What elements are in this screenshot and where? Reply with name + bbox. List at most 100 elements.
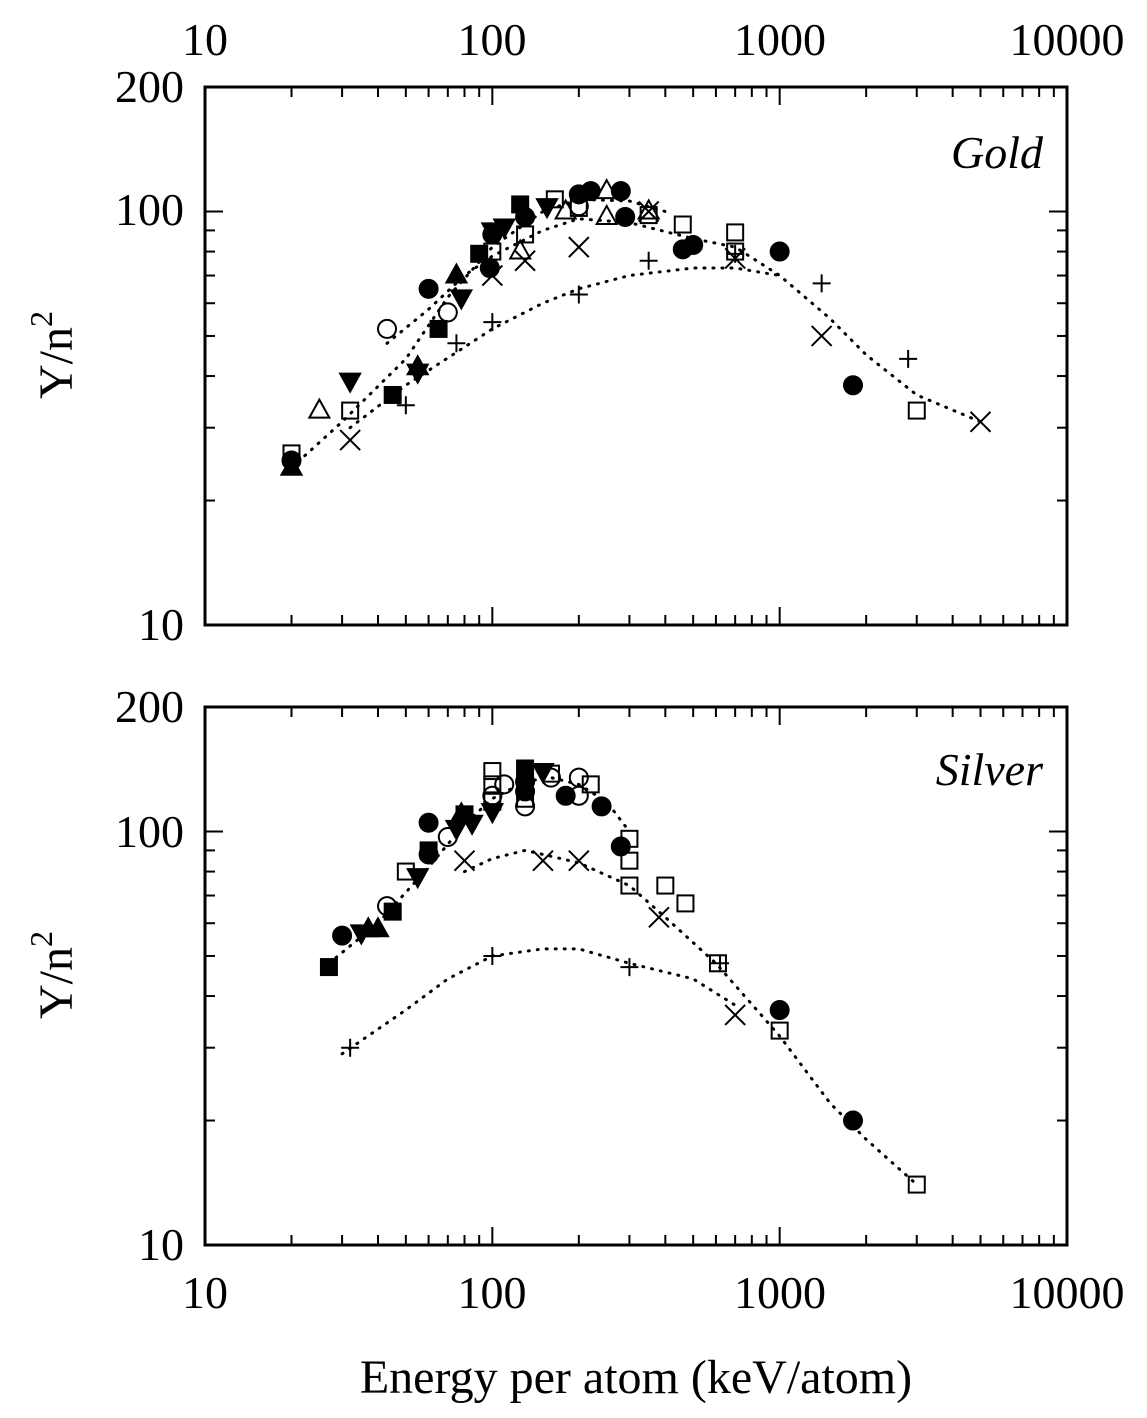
gold-point-open-triangle-up <box>594 203 619 225</box>
gold-y-tick-label: 200 <box>115 61 184 112</box>
silver-point-cross <box>568 849 590 872</box>
silver-point-cross <box>453 849 476 872</box>
gold-point-open-square <box>516 225 535 244</box>
silver-point-filled-square <box>383 902 402 921</box>
gold-point-filled-triangle-down <box>535 198 559 220</box>
gold-point-filled-triangle-down <box>338 372 362 394</box>
top-x-tick-label: 10 <box>182 14 228 65</box>
top-x-tick-label: 10000 <box>1010 14 1125 65</box>
gold-point-filled-triangle-down <box>449 289 474 311</box>
gold-point-filled-triangle-up <box>279 454 304 476</box>
gold-point-filled-triangle-down <box>492 218 516 240</box>
silver-point-open-square <box>907 1175 926 1194</box>
bottom-x-tick-label: 1000 <box>734 1267 826 1318</box>
gold-fit-curve <box>348 266 782 430</box>
top-x-tick-label: 100 <box>458 14 527 65</box>
silver-point-plus <box>483 946 502 965</box>
gold-point-filled-circle <box>615 206 636 227</box>
gold-point-cross <box>810 325 833 347</box>
silver-point-filled-square <box>419 841 438 860</box>
gold-axes-box <box>203 85 1069 627</box>
gold-point-open-square <box>907 401 926 420</box>
silver-point-filled-circle <box>591 796 612 817</box>
gold-point-open-triangle-up <box>307 397 332 419</box>
silver-point-open-square <box>620 876 639 895</box>
silver-axes-box <box>203 705 1069 1247</box>
silver-point-open-square <box>483 762 502 781</box>
gold-y-axis-title: Y/n2 <box>23 311 83 399</box>
gold-point-filled-circle <box>769 241 790 262</box>
bottom-x-tick-label: 10000 <box>1010 1267 1125 1318</box>
gold-point-open-triangle-up <box>553 198 578 220</box>
silver-point-filled-triangle-down <box>531 763 555 785</box>
gold-fit-curve <box>385 217 982 424</box>
gold-point-open-square <box>483 242 502 261</box>
gold-y-tick-label: 100 <box>115 184 184 235</box>
gold-point-cross <box>514 250 536 272</box>
silver-point-filled-circle <box>332 925 353 946</box>
gold-point-filled-triangle-down <box>480 222 505 244</box>
gold-point-filled-circle <box>843 375 864 396</box>
silver-point-filled-circle <box>418 812 439 833</box>
silver-point-open-square <box>483 775 502 794</box>
gold-point-open-square <box>673 215 692 234</box>
top-x-tick-label: 1000 <box>734 14 826 65</box>
gold-point-filled-square <box>511 195 530 214</box>
silver-point-cross <box>648 906 670 929</box>
silver-point-open-square <box>620 851 639 870</box>
silver-data-points <box>319 759 926 1194</box>
gold-point-cross <box>481 264 504 287</box>
silver-point-filled-triangle-down <box>444 819 469 841</box>
silver-point-open-square <box>770 1021 789 1040</box>
x-axis-title: Energy per atom (keV/atom) <box>360 1351 912 1404</box>
gold-point-plus <box>447 334 466 353</box>
bottom-x-tick-label: 100 <box>458 1267 527 1318</box>
gold-point-filled-circle <box>418 278 439 299</box>
gold-point-plus <box>569 285 588 304</box>
gold-point-plus <box>812 274 831 293</box>
silver-y-tick-label: 200 <box>115 681 184 732</box>
bottom-x-tick-labels: 10 100 1000 10000 <box>182 1267 1125 1318</box>
silver-point-open-square <box>656 876 675 895</box>
silver-point-open-square <box>581 775 600 794</box>
gold-point-open-triangle-up <box>636 198 661 220</box>
silver-point-open-square <box>676 894 695 913</box>
gold-point-filled-circle <box>683 234 704 255</box>
gold-point-open-square <box>726 223 745 242</box>
panel-gold: 200 100 10 Y/n2 Gold <box>23 61 1069 650</box>
gold-y-tick-label: 10 <box>138 599 184 650</box>
silver-point-plus <box>341 1038 360 1057</box>
gold-point-cross <box>568 236 590 258</box>
silver-point-open-circle <box>568 767 589 788</box>
silver-point-open-circle <box>482 785 503 806</box>
silver-point-filled-square <box>319 958 338 977</box>
gold-point-open-circle <box>437 302 458 323</box>
silver-panel-label: Silver <box>936 744 1044 795</box>
gold-point-plus <box>396 396 415 415</box>
silver-point-open-square <box>516 789 535 808</box>
silver-y-axis-title: Y/n2 <box>23 931 83 1019</box>
gold-fit-curve <box>290 197 667 470</box>
silver-point-plus <box>711 954 730 973</box>
panel-silver: 200 100 10 Y/n2 Silver <box>23 681 1069 1270</box>
gold-point-filled-square <box>429 319 448 338</box>
gold-panel-label: Gold <box>951 127 1044 178</box>
silver-point-filled-triangle-down <box>406 868 430 890</box>
gold-point-filled-triangle-up <box>444 262 469 284</box>
gold-point-plus <box>726 244 745 263</box>
silver-point-filled-triangle-down <box>460 814 484 836</box>
bottom-x-tick-label: 10 <box>182 1267 228 1318</box>
silver-point-open-square <box>620 829 639 848</box>
gold-point-filled-square <box>383 385 402 404</box>
silver-point-cross <box>532 849 554 872</box>
silver-point-filled-triangle-down <box>349 924 374 946</box>
silver-point-filled-triangle-down <box>480 803 505 825</box>
gold-point-open-triangle-up <box>594 178 619 200</box>
gold-point-filled-square <box>470 244 489 263</box>
gold-point-open-triangle-up <box>508 238 532 260</box>
gold-point-filled-triangle-down <box>406 363 430 385</box>
silver-point-plus <box>620 958 639 977</box>
silver-fit-curve <box>463 848 919 1187</box>
silver-point-filled-circle <box>843 1110 864 1131</box>
